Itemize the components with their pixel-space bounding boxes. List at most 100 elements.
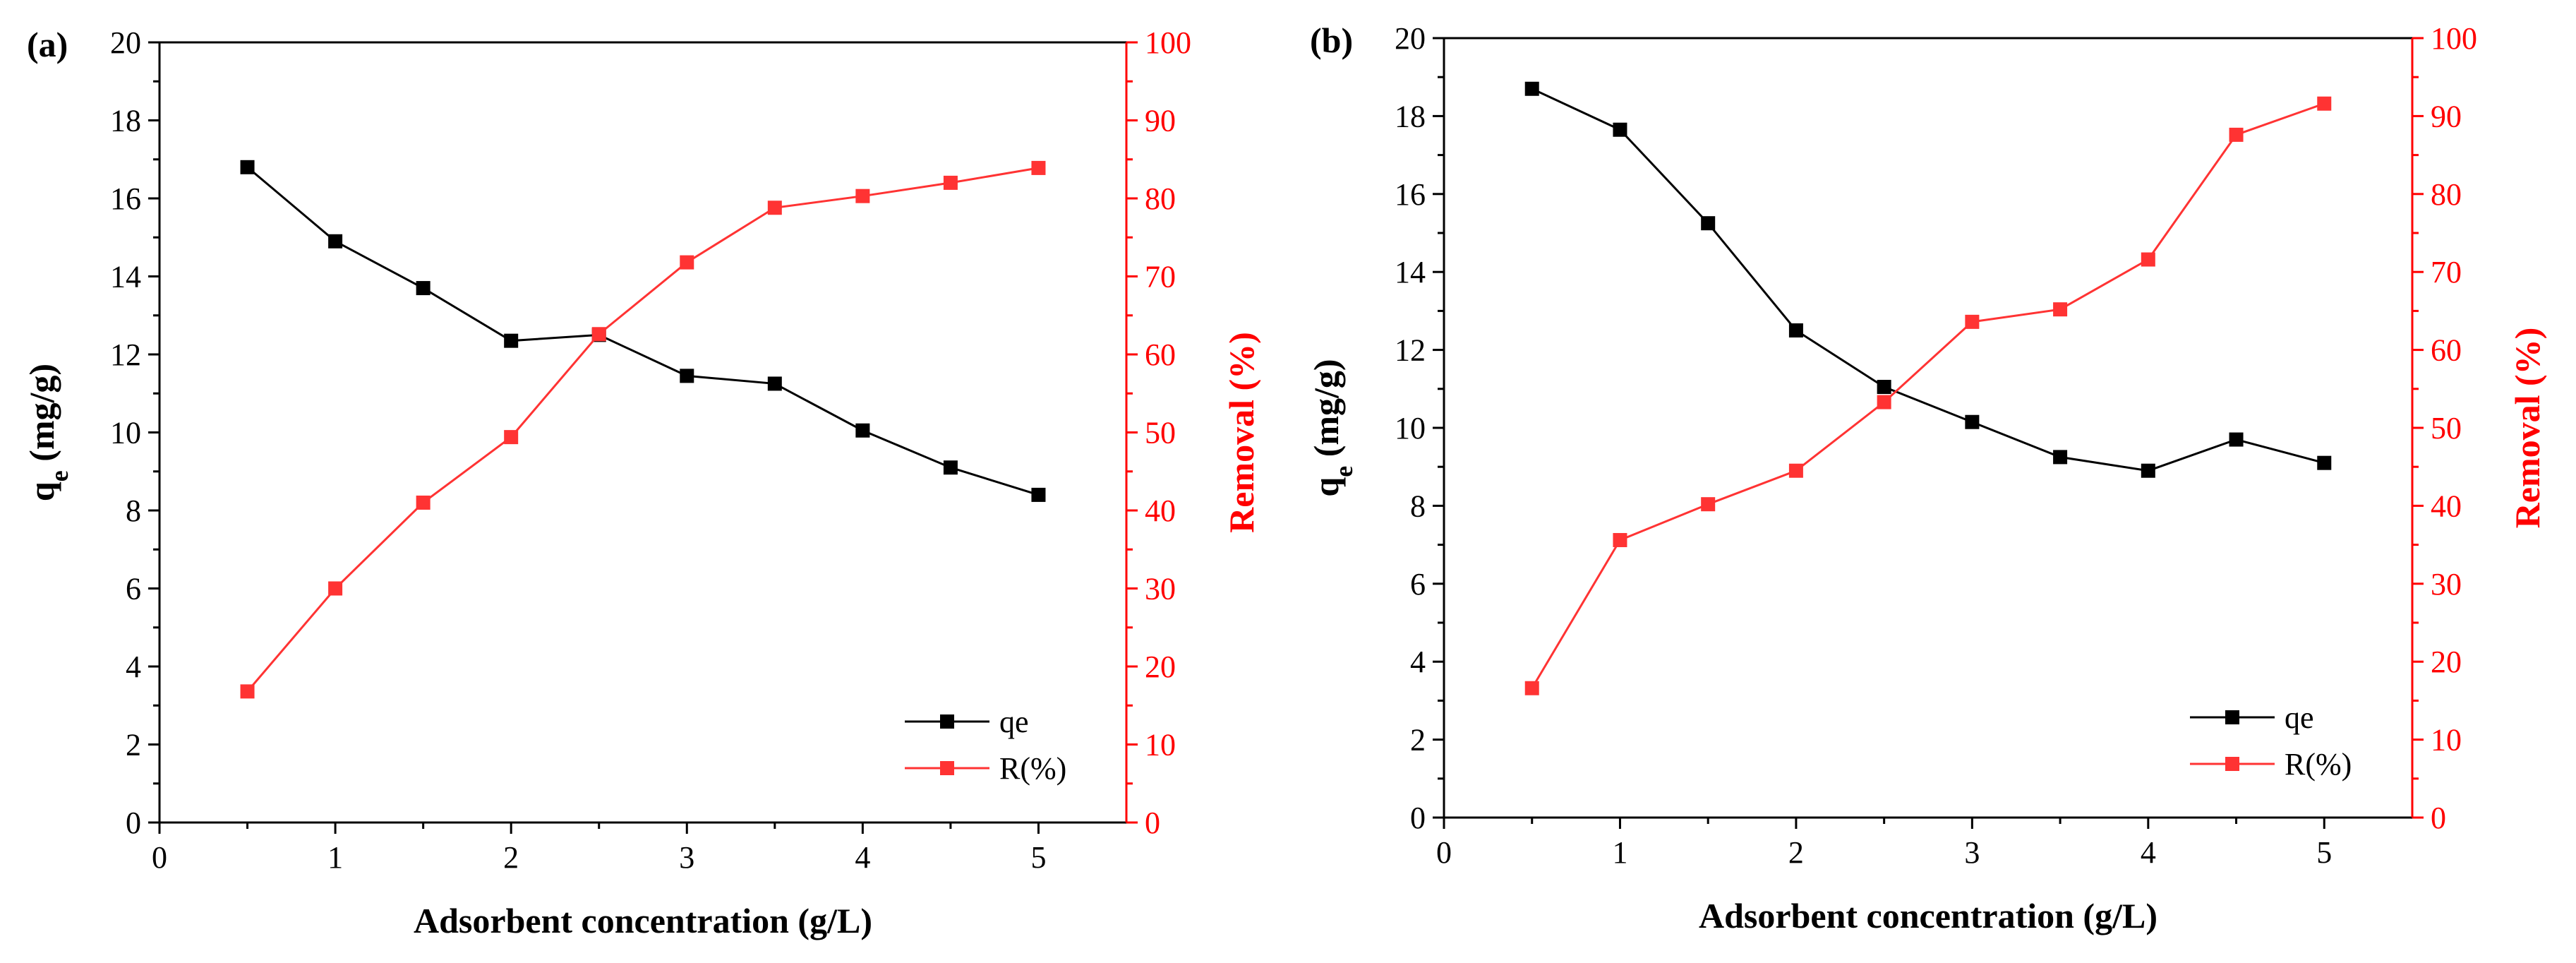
y-left-tick-label: 14 bbox=[1395, 255, 1426, 289]
y-left-tick-label: 10 bbox=[1395, 411, 1426, 445]
y-right-tick-label: 30 bbox=[2431, 567, 2462, 602]
y-right-axis-label: Removal (%) bbox=[1222, 332, 1261, 533]
y-right-tick-label: 90 bbox=[2431, 99, 2462, 133]
removal-point bbox=[943, 175, 958, 190]
y-right-tick-label: 0 bbox=[1145, 806, 1160, 840]
removal-point bbox=[1701, 497, 1716, 512]
x-tick-label: 3 bbox=[1964, 835, 1980, 870]
removal-point bbox=[416, 495, 431, 510]
removal-point bbox=[1965, 314, 1980, 329]
qe-point bbox=[1877, 380, 1891, 395]
removal-line bbox=[1531, 102, 2325, 689]
series-qe bbox=[1524, 81, 2332, 478]
x-tick-label: 5 bbox=[2316, 835, 2332, 870]
y-left-tick-label: 12 bbox=[110, 337, 141, 372]
panel-label: (a) bbox=[27, 25, 68, 64]
qe-point bbox=[240, 160, 255, 174]
series-removal bbox=[240, 160, 1046, 699]
x-tick-label: 2 bbox=[1788, 835, 1804, 870]
y-right-axis-label: Removal (%) bbox=[2508, 328, 2547, 529]
removal-point bbox=[1788, 463, 1803, 478]
y-right-tick-label: 40 bbox=[2431, 489, 2462, 523]
qe-point bbox=[416, 281, 431, 296]
removal-point bbox=[328, 581, 343, 596]
x-axis-label: Adsorbent concentration (g/L) bbox=[1699, 896, 2157, 935]
qe-point bbox=[1965, 414, 1980, 429]
y-right-tick-label: 20 bbox=[1145, 650, 1176, 684]
removal-point bbox=[1031, 160, 1046, 175]
x-tick-label: 5 bbox=[1030, 840, 1046, 875]
y-left-label-rest: (mg/g) bbox=[1306, 359, 1346, 465]
y-right-tick-label: 50 bbox=[1145, 416, 1176, 450]
legend-marker bbox=[2225, 710, 2239, 724]
y-right-tick-label: 10 bbox=[2431, 723, 2462, 758]
qe-line bbox=[1531, 88, 2325, 472]
y-left-tick-label: 6 bbox=[1410, 567, 1426, 602]
y-left-tick-label: 10 bbox=[110, 416, 141, 450]
removal-point bbox=[680, 255, 694, 270]
y-left-tick-label: 0 bbox=[126, 806, 141, 840]
qe-line bbox=[246, 166, 1039, 496]
removal-point bbox=[2317, 96, 2332, 111]
y-left-axis-label: qe (mg/g) bbox=[1306, 359, 1358, 496]
x-tick-label: 2 bbox=[503, 840, 519, 875]
removal-point bbox=[767, 201, 782, 215]
legend: qe R(%) bbox=[2190, 700, 2352, 782]
y-right-tick-label: 40 bbox=[1145, 494, 1176, 528]
y-left-tick-label: 18 bbox=[1395, 99, 1426, 133]
x-tick-label: 4 bbox=[2141, 835, 2156, 870]
y-left-tick-label: 8 bbox=[126, 494, 141, 528]
removal-point bbox=[2141, 252, 2155, 267]
y-right-tick-label: 10 bbox=[1145, 728, 1176, 762]
qe-point bbox=[943, 460, 958, 475]
y-left-tick-label: 14 bbox=[110, 260, 141, 294]
y-right-tick-label: 60 bbox=[1145, 337, 1176, 372]
legend-label: qe bbox=[2285, 700, 2314, 735]
legend-marker bbox=[940, 761, 954, 775]
y-left-label-sub: e bbox=[45, 470, 73, 482]
y-right-tick-label: 70 bbox=[1145, 260, 1176, 294]
x-tick-label: 3 bbox=[679, 840, 694, 875]
removal-point bbox=[1877, 395, 1891, 409]
x-tick-label: 1 bbox=[327, 840, 343, 875]
y-left-label-rest: (mg/g) bbox=[22, 364, 61, 470]
legend: qe R(%) bbox=[905, 705, 1066, 786]
y-left-tick-label: 8 bbox=[1410, 489, 1426, 523]
y-left-label-main: q bbox=[1306, 477, 1346, 497]
y-right-tick-label: 80 bbox=[1145, 181, 1176, 216]
removal-point bbox=[2229, 127, 2244, 142]
legend-label: R(%) bbox=[999, 751, 1066, 786]
y-left-tick-label: 0 bbox=[1410, 801, 1426, 835]
y-left-tick-label: 2 bbox=[1410, 723, 1426, 758]
y-left-tick-label: 4 bbox=[1410, 645, 1426, 679]
qe-point bbox=[1613, 122, 1627, 137]
legend-label: qe bbox=[999, 705, 1029, 739]
y-right-tick-label: 30 bbox=[1145, 572, 1176, 606]
y-left-axis-label: qe (mg/g) bbox=[22, 364, 73, 501]
qe-point bbox=[2141, 463, 2155, 478]
y-left-label-main: q bbox=[22, 482, 61, 501]
removal-point bbox=[504, 430, 519, 445]
removal-line bbox=[246, 167, 1039, 693]
y-right-tick-label: 60 bbox=[2431, 333, 2462, 368]
legend-marker bbox=[940, 714, 954, 729]
x-tick-label: 0 bbox=[1436, 835, 1452, 870]
removal-point bbox=[1613, 532, 1627, 547]
y-right-tick-label: 100 bbox=[1145, 25, 1191, 60]
y-right-tick-label: 90 bbox=[1145, 104, 1176, 138]
y-right-tick-label: 50 bbox=[2431, 411, 2462, 445]
y-left-tick-label: 16 bbox=[110, 181, 141, 216]
qe-point bbox=[1031, 487, 1046, 502]
y-right-tick-label: 0 bbox=[2431, 801, 2446, 835]
x-tick-label: 4 bbox=[855, 840, 870, 875]
x-axis-label: Adsorbent concentration (g/L) bbox=[414, 901, 872, 940]
y-right-tick-label: 80 bbox=[2431, 177, 2462, 212]
y-right-tick-label: 100 bbox=[2431, 21, 2477, 56]
y-left-tick-label: 4 bbox=[126, 650, 141, 684]
qe-point bbox=[767, 376, 782, 391]
qe-point bbox=[1701, 216, 1716, 231]
qe-point bbox=[1524, 81, 1539, 96]
series-removal bbox=[1524, 96, 2332, 695]
series-qe bbox=[240, 160, 1046, 502]
